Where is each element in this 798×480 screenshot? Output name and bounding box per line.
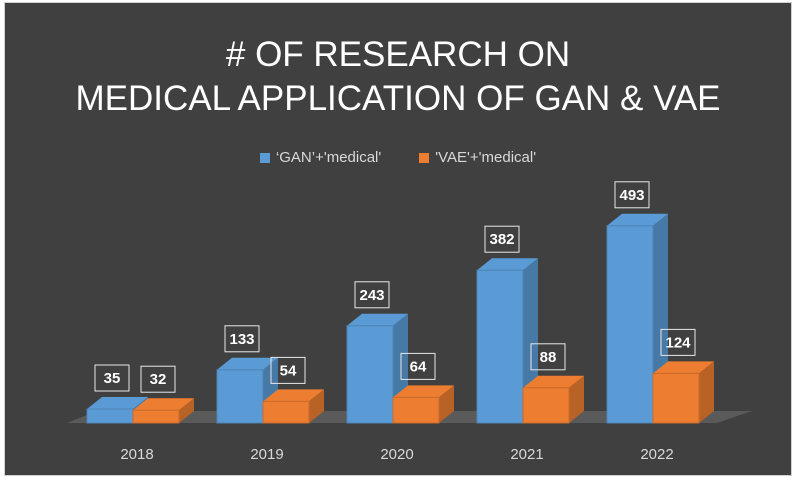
svg-text:64: 64 [410, 358, 427, 375]
svg-text:32: 32 [150, 371, 167, 388]
legend-swatch-vae [419, 152, 430, 163]
data-label-gan-2020: 243 [354, 281, 390, 309]
chart-frame: # OF RESEARCH ON MEDICAL APPLICATION OF … [4, 2, 792, 476]
legend-label-vae: 'VAE'+'medical' [435, 149, 537, 166]
chart-legend: ‘GAN’+'medical' 'VAE'+'medical' [5, 149, 791, 166]
svg-text:54: 54 [280, 362, 297, 379]
data-label-gan-2018: 35 [94, 364, 130, 392]
legend-item-vae: 'VAE'+'medical' [419, 149, 536, 166]
data-label-vae-2020: 64 [400, 352, 436, 380]
bar-vae-2021 [522, 375, 584, 424]
svg-text:382: 382 [489, 231, 514, 248]
legend-swatch-gan [259, 152, 270, 163]
bar-vae-2022 [652, 361, 714, 424]
data-label-vae-2022: 124 [660, 328, 696, 356]
data-label-vae-2021: 88 [530, 343, 566, 371]
data-label-gan-2022: 493 [614, 181, 650, 209]
x-tick-label-2019: 2019 [250, 446, 283, 463]
svg-text:35: 35 [104, 370, 121, 387]
legend-label-gan: ‘GAN’+'medical' [275, 149, 382, 166]
chart-title-line-2: MEDICAL APPLICATION OF GAN & VAE [75, 79, 721, 118]
plot-area: 35 32 2018 133 54 2019 243 64 2020 382 88 2021 493 12… [67, 181, 752, 463]
data-label-vae-2019: 54 [270, 356, 306, 384]
x-tick-label-2020: 2020 [380, 446, 413, 463]
bar-vae-2018 [132, 398, 194, 424]
bar-gan-2021 [476, 258, 538, 424]
svg-text:124: 124 [665, 334, 691, 351]
data-label-vae-2018: 32 [140, 365, 176, 393]
x-tick-label-2022: 2022 [640, 446, 673, 463]
chart-title-line-1: # OF RESEARCH ON [225, 35, 571, 74]
bar-vae-2019 [262, 389, 324, 424]
svg-text:133: 133 [229, 331, 254, 348]
bar-vae-2020 [392, 385, 454, 424]
legend-item-gan: ‘GAN’+'medical' [259, 149, 382, 166]
svg-text:493: 493 [619, 187, 644, 204]
bar-gan-2020 [346, 313, 408, 424]
data-label-gan-2019: 133 [224, 325, 260, 353]
svg-text:88: 88 [540, 349, 557, 366]
x-tick-label-2018: 2018 [120, 446, 153, 463]
data-label-gan-2021: 382 [484, 225, 520, 253]
chart-title: # OF RESEARCH ON MEDICAL APPLICATION OF … [5, 33, 791, 121]
svg-text:243: 243 [359, 287, 384, 304]
x-tick-label-2021: 2021 [510, 446, 543, 463]
